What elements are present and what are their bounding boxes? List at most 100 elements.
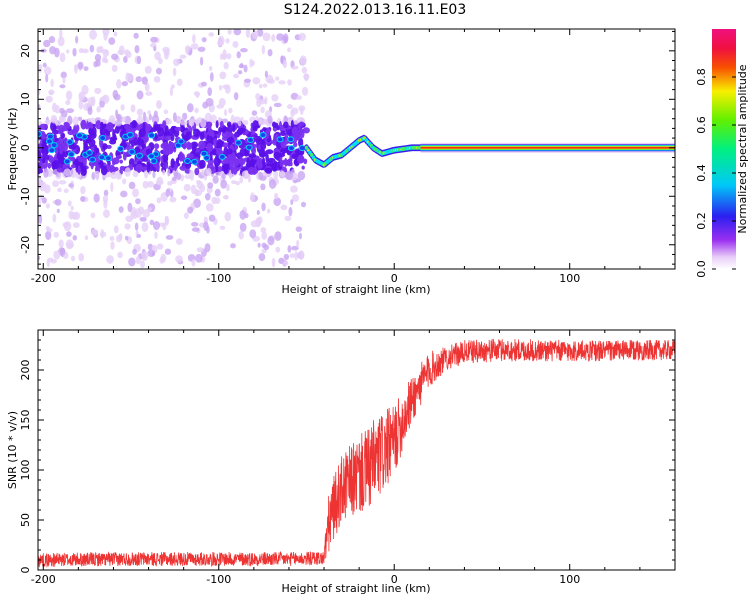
spectrogram-noise-blob [291,126,299,135]
spectrogram-noise-blob [38,89,41,96]
spectrogram-noise-blob [53,231,59,238]
spectrogram-noise-peak [98,154,106,161]
spectrogram-noise-blob [50,78,54,88]
spectrogram-noise-blob [215,171,221,176]
spectrogram-noise-blob [281,159,289,166]
spectrogram-noise-blob [121,128,127,133]
spectrogram-y-axis-label: Frequency (Hz) [6,108,19,191]
spectrogram-noise-blob [285,170,294,181]
snr-x-tick-label: -100 [206,573,231,586]
spectrogram-noise-blob [190,221,199,227]
spectrogram-noise-blob [226,121,232,128]
spectrogram-noise-blob [184,45,191,53]
spectrogram-noise-blob [94,53,102,62]
spectrogram-noise-blob [170,158,175,169]
spectrogram-noise-blob [153,45,157,52]
spectrogram-noise-blob [38,143,43,151]
spectrogram-noise-blob [75,162,84,168]
spectrogram-noise-blob [174,126,182,132]
spectrogram-noise-blob [116,154,122,160]
spectrogram-noise-blob [251,110,258,116]
spectrogram-noise-peak [245,144,253,151]
snr-y-tick-label: 100 [19,460,32,481]
spectrogram-noise-blob [154,51,161,61]
spectrogram-noise-blob [275,76,280,81]
spectrogram-noise-blob [96,106,101,113]
spectrogram-noise-blob [45,95,53,103]
spectrogram-noise-blob [49,46,57,55]
spectrogram-noise-blob [300,201,307,208]
spectrogram-noise-blob [260,106,265,114]
colorbar-gradient [712,29,736,269]
spectrogram-noise-blob [102,143,108,150]
spectrogram-y-tick-label: 10 [19,92,32,106]
spectrogram-noise-peak [50,142,58,149]
spectrogram-noise-blob [39,159,43,167]
spectrogram-noise-blob [123,55,128,64]
spectrogram-noise-blob [112,89,119,100]
spectrogram-noise-blob [156,197,162,204]
spectrogram-noise-blob [291,194,300,202]
spectrogram-y-tick-label: -10 [19,187,32,205]
spectrogram-noise-blob [84,235,89,241]
spectrogram-noise-blob [207,87,212,97]
spectrogram-noise-blob [189,171,195,181]
spectrogram-noise-blob [251,60,255,67]
spectrogram-noise-blob [271,257,276,268]
spectrogram-noise-blob [77,165,81,175]
spectrogram-noise-blob [288,206,293,217]
spectrogram-noise-blob [209,65,213,72]
spectrogram-noise-blob [273,122,279,128]
spectrogram-noise-blob [137,115,144,126]
spectrogram-noise-peak [45,138,53,145]
spectrogram-y-tick-label: -20 [19,236,32,254]
spectrogram-noise-blob [77,156,86,163]
spectrogram-noise-blob [74,64,79,70]
spectrogram-noise-blob [130,104,136,113]
spectrogram-noise-blob [239,176,244,184]
spectrogram-noise-blob [41,197,47,204]
spectrogram-noise-blob [176,172,182,181]
spectrogram-noise-blob [135,198,141,205]
spectrogram-noise-blob [61,142,69,152]
spectrogram-noise-blob [278,153,286,158]
spectrogram-noise-peak [276,136,284,143]
spectrogram-noise-blob [261,202,266,212]
spectrogram-noise-blob [113,31,118,37]
spectrogram-noise-blob [273,197,282,207]
spectrogram-noise-blob [48,89,55,95]
spectrogram-noise-blob [287,245,292,253]
spectrogram-noise-blob [83,66,89,72]
spectrogram-noise-blob [273,151,281,160]
spectrogram-noise-blob [171,176,177,182]
spectrogram-noise-blob [102,209,110,218]
spectrogram-noise-blob [193,198,201,209]
spectrogram-noise-blob [297,124,302,129]
spectrogram-noise-blob [175,157,180,165]
spectrogram-noise-blob [45,230,52,241]
spectrogram-noise-peak [177,138,185,145]
spectrogram-noise-peak [183,157,191,164]
spectrogram-noise-blob [300,252,304,258]
spectrogram-noise-blob [72,235,78,241]
spectrogram-noise-blob [114,120,122,127]
spectrogram-noise-blob [199,56,204,66]
spectrogram-noise-peak [259,131,267,138]
spectrogram-noise-blob [283,121,289,129]
spectrogram-noise-blob [291,65,299,70]
spectrogram-noise-blob [206,121,213,128]
spectrogram-noise-blob [239,158,246,166]
spectrogram-noise-blob [298,32,306,42]
spectrogram-noise-blob [226,148,233,155]
spectrogram-noise-blob [267,78,276,84]
spectrogram-noise-blob [167,143,174,149]
spectrogram-noise-blob [70,168,77,178]
spectrogram-noise-blob [153,110,158,118]
spectrogram-noise-blob [208,130,215,137]
spectrogram-noise-blob [218,126,226,133]
spectrogram-noise-blob [120,104,125,111]
spectrogram-noise-blob [39,181,47,192]
spectrogram-noise-peak [128,148,136,155]
spectrogram-noise-blob [144,65,152,74]
spectrogram-noise-blob [187,142,193,150]
